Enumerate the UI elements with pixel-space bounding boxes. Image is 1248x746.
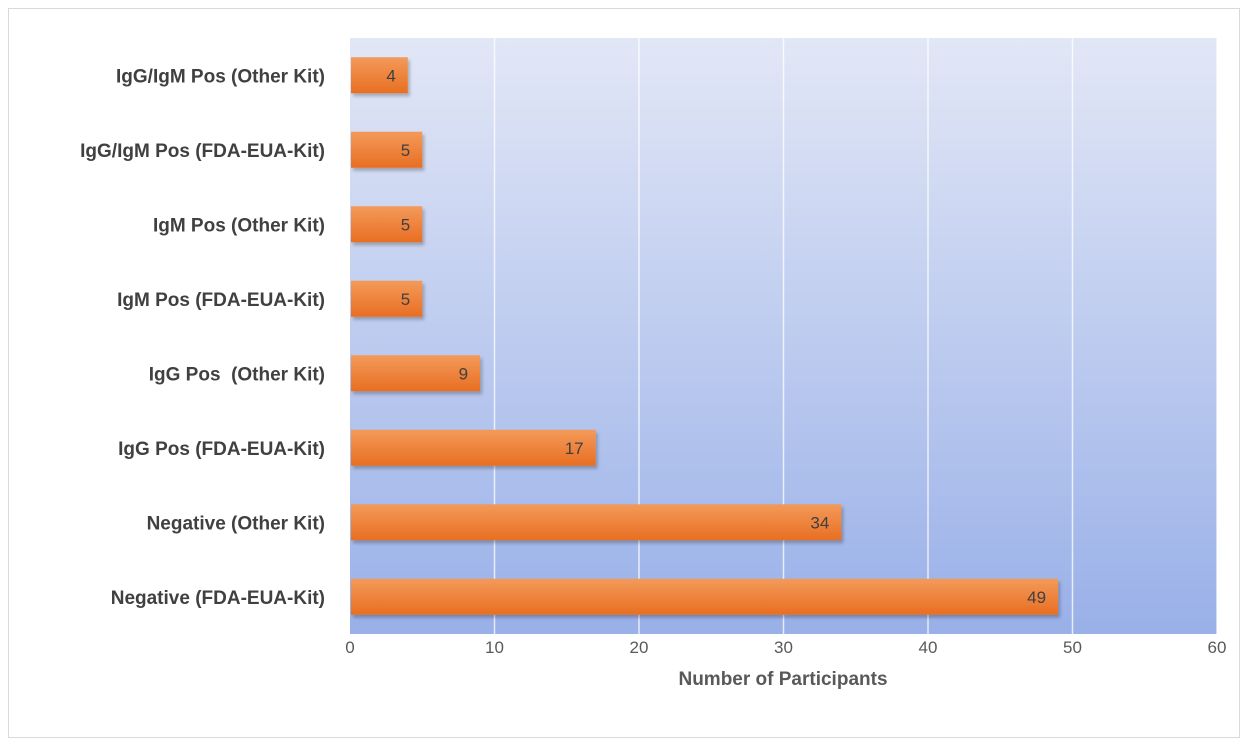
bar (351, 578, 1059, 615)
x-tick-label: 50 (1063, 638, 1082, 657)
bar (351, 504, 842, 541)
bar (351, 429, 596, 466)
data-label: 5 (401, 141, 410, 160)
bar (351, 280, 423, 317)
data-label: 9 (459, 364, 468, 383)
category-label: IgM Pos (Other Kit) (153, 215, 325, 236)
data-label: 17 (565, 439, 584, 458)
data-label: 49 (1027, 588, 1046, 607)
category-label: Negative (FDA-EUA-Kit) (111, 588, 325, 609)
chart-frame (8, 8, 1240, 738)
category-label: Negative (Other Kit) (147, 513, 325, 534)
data-label: 34 (810, 513, 829, 532)
category-labels: IgG/IgM Pos (Other Kit) IgG/IgM Pos (FDA-… (80, 66, 325, 609)
category-label: IgG Pos (FDA-EUA-Kit) (118, 439, 325, 460)
category-label: IgG Pos (Other Kit) (149, 364, 325, 385)
x-tick-label: 60 (1208, 638, 1227, 657)
data-label: 4 (386, 66, 395, 85)
category-label: IgG/IgM Pos (FDA-EUA-Kit) (80, 141, 325, 162)
bar (351, 131, 423, 168)
x-tick-label: 0 (345, 638, 354, 657)
x-tick-labels: 0 10 20 30 40 50 60 (345, 638, 1226, 657)
x-tick-label: 30 (774, 638, 793, 657)
x-tick-label: 10 (485, 638, 504, 657)
x-axis-title: Number of Participants (678, 669, 887, 690)
data-label: 5 (401, 215, 410, 234)
data-label: 5 (401, 290, 410, 309)
x-tick-label: 20 (630, 638, 649, 657)
bar (351, 57, 408, 94)
bars: 4 5 5 5 9 17 34 49 (351, 57, 1059, 615)
bar (351, 206, 423, 243)
category-label: IgG/IgM Pos (Other Kit) (116, 66, 325, 87)
bar (351, 355, 481, 392)
x-tick-label: 40 (919, 638, 938, 657)
category-label: IgM Pos (FDA-EUA-Kit) (117, 290, 325, 311)
